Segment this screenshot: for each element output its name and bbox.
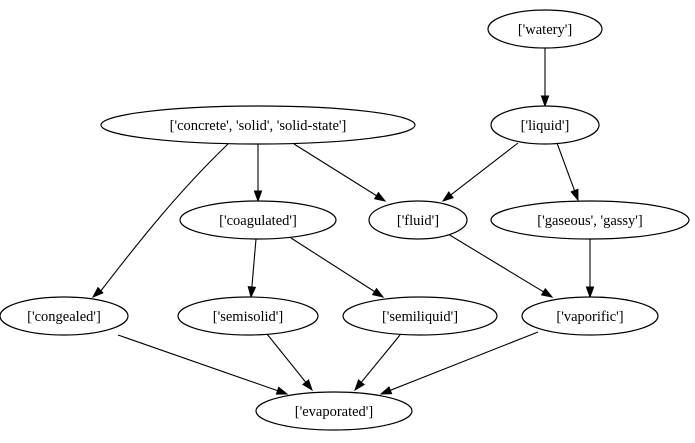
edge-watery-to-liquid — [540, 48, 550, 108]
node-ellipse — [490, 200, 690, 240]
node-label: ['liquid'] — [521, 118, 570, 134]
edge-gaseous-to-vaporific — [585, 239, 595, 299]
node-label: ['gaseous', 'gassy'] — [537, 213, 643, 229]
edge-concrete-to-coagulated — [253, 144, 263, 203]
nodes-layer: ['watery'] ['concrete', 'solid', 'solid-s… — [0, 9, 690, 431]
arrowhead-icon — [354, 379, 365, 392]
node-label: ['semisolid'] — [213, 309, 283, 325]
edge-liquid-to-gaseous — [556, 142, 579, 202]
node-label: ['coagulated'] — [219, 213, 297, 229]
edge-semisolid-to-evaporated — [266, 333, 313, 392]
node-ellipse — [177, 296, 319, 336]
edge-line — [449, 142, 519, 196]
edge-line — [556, 142, 576, 192]
edge-congealed-to-evaporated — [117, 334, 289, 395]
node-label: ['congealed'] — [27, 309, 101, 325]
arrowhead-icon — [253, 190, 263, 203]
node-fluid: ['fluid'] — [368, 200, 468, 240]
arrowhead-icon — [570, 188, 579, 202]
node-label: ['concrete', 'solid', 'solid-state'] — [170, 118, 347, 134]
edge-coagulated-to-semisolid — [247, 238, 257, 299]
node-label: ['fluid'] — [397, 213, 439, 229]
arrowhead-icon — [302, 379, 313, 392]
node-label: ['watery'] — [518, 22, 572, 38]
edge-line — [290, 237, 376, 293]
edge-line — [293, 143, 378, 197]
node-concrete: ['concrete', 'solid', 'solid-state'] — [100, 105, 416, 145]
arrowhead-icon — [91, 286, 104, 298]
edge-semiliquid-to-evaporated — [354, 334, 401, 392]
node-semisolid: ['semisolid'] — [177, 296, 319, 336]
edge-coagulated-to-semiliquid — [290, 237, 385, 298]
arrowhead-icon — [373, 191, 387, 202]
arrowhead-icon — [379, 386, 393, 395]
arrowhead-icon — [585, 286, 595, 299]
node-coagulated: ['coagulated'] — [179, 200, 337, 240]
node-congealed: ['congealed'] — [0, 296, 129, 336]
edge-concrete-to-fluid — [293, 143, 387, 202]
node-vaporific: ['vaporific'] — [521, 296, 659, 336]
node-ellipse — [487, 9, 603, 49]
edge-line — [360, 334, 401, 384]
node-ellipse — [179, 200, 337, 240]
node-ellipse — [490, 105, 600, 145]
node-evaporated: ['evaporated'] — [255, 391, 413, 431]
edges-layer — [91, 48, 595, 395]
node-ellipse — [0, 296, 129, 336]
edge-line — [251, 238, 257, 289]
arrowhead-icon — [371, 287, 385, 298]
edge-liquid-to-fluid — [441, 142, 519, 202]
node-label: ['semiliquid'] — [382, 309, 458, 325]
node-liquid: ['liquid'] — [490, 105, 600, 145]
edge-line — [117, 334, 279, 392]
node-label: ['evaporated'] — [295, 404, 373, 420]
arrowhead-icon — [247, 286, 257, 299]
edge-fluid-to-vaporific — [447, 233, 554, 298]
node-label: ['vaporific'] — [556, 309, 623, 325]
node-gaseous: ['gaseous', 'gassy'] — [490, 200, 690, 240]
arrowhead-icon — [540, 95, 550, 108]
arrowhead-icon — [441, 191, 454, 202]
edge-line — [389, 331, 539, 392]
node-ellipse — [342, 296, 498, 336]
node-semiliquid: ['semiliquid'] — [342, 296, 498, 336]
node-ellipse — [521, 296, 659, 336]
node-watery: ['watery'] — [487, 9, 603, 49]
arrowhead-icon — [540, 287, 554, 298]
edge-line — [447, 233, 545, 293]
node-ellipse — [100, 105, 416, 145]
edge-concrete-to-congealed — [91, 143, 229, 298]
edge-line — [266, 333, 307, 384]
node-ellipse — [368, 200, 468, 240]
edge-vaporific-to-evaporated — [379, 331, 539, 395]
edge-line — [99, 143, 229, 293]
node-ellipse — [255, 391, 413, 431]
arrowhead-icon — [275, 386, 289, 395]
